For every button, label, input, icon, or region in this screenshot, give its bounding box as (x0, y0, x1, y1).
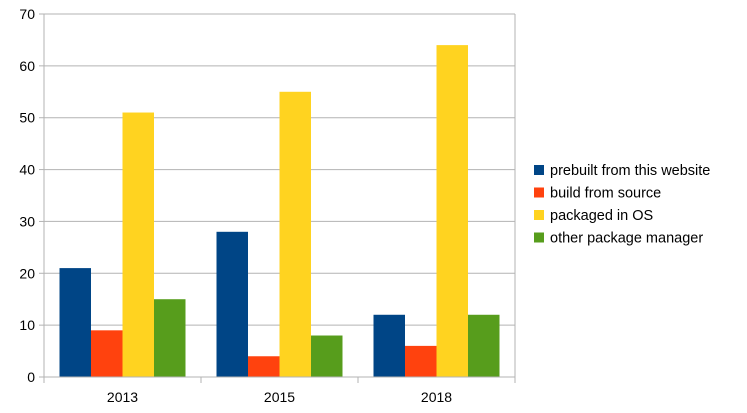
bar-2018-1 (405, 345, 437, 377)
y-tick-label: 20 (19, 265, 35, 281)
bar-2018-3 (468, 314, 500, 377)
legend-swatch (534, 165, 544, 175)
bar-2013-2 (122, 112, 154, 378)
y-tick-labels: 0 10 20 30 40 50 60 70 (19, 6, 35, 385)
bars (59, 45, 500, 378)
y-tick-label: 50 (19, 110, 35, 126)
bar-2015-0 (216, 231, 248, 377)
bar-2013-3 (154, 299, 186, 377)
legend-swatch (534, 232, 544, 243)
x-tick-label: 2015 (264, 389, 295, 405)
axes (39, 13, 516, 383)
legend-label: build from source (550, 186, 661, 202)
legend-swatch (534, 210, 544, 220)
bar-2015-2 (279, 91, 311, 378)
bar-2018-0 (373, 314, 405, 377)
y-tick-label: 70 (19, 6, 35, 22)
legend-label: other package manager (550, 231, 703, 247)
y-tick-label: 40 (19, 162, 35, 178)
bar-2018-2 (436, 45, 468, 377)
legend: prebuilt from this website build from sou… (534, 163, 710, 247)
x-tick-labels: 2013 2015 2018 (107, 389, 452, 405)
y-tick-label: 60 (19, 58, 35, 74)
y-tick-label: 10 (19, 317, 35, 333)
bar-2013-1 (91, 330, 123, 377)
bar-2015-1 (248, 356, 280, 377)
x-tick-label: 2018 (421, 389, 452, 405)
y-tick-label: 0 (27, 369, 35, 385)
legend-swatch (534, 187, 544, 198)
legend-label: prebuilt from this website (550, 163, 710, 179)
bar-2013-0 (59, 268, 91, 377)
bar-2015-3 (311, 335, 343, 377)
legend-label: packaged in OS (550, 208, 653, 224)
x-tick-label: 2013 (107, 389, 138, 405)
y-tick-label: 30 (19, 213, 35, 229)
